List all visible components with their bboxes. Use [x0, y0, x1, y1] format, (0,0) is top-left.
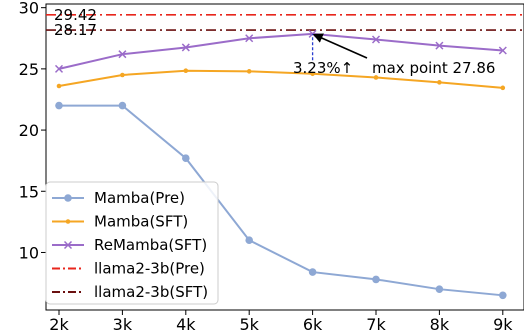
- x-tick-label-1: 3k: [113, 315, 133, 334]
- x-tick-label-3: 5k: [239, 315, 259, 334]
- series-1-point-3: [246, 69, 252, 74]
- x-tick-label-6: 8k: [430, 315, 450, 334]
- series-1-point-1: [120, 72, 125, 78]
- annotations: 3.23%↑ max point 27.86: [293, 33, 495, 77]
- legend-marker-0: [64, 194, 72, 202]
- series-0-point-3: [245, 236, 253, 245]
- max-point-annotation: max point 27.86: [372, 59, 495, 77]
- series-1-point-5: [373, 75, 379, 80]
- series-2-point-2: [181, 43, 190, 52]
- legend-label-4: llama2-3b(SFT): [94, 283, 208, 301]
- reference-line-label-1: 28.17: [54, 21, 97, 39]
- legend-label-2: ReMamba(SFT): [94, 236, 207, 254]
- x-tick-label-4: 6k: [303, 315, 323, 334]
- series-2-point-0: [54, 64, 64, 73]
- series-line-2: [58, 32, 503, 70]
- series-0-point-6: [435, 285, 444, 293]
- series-1-point-0: [56, 83, 62, 89]
- legend: Mamba(Pre) Mamba(SFT) ReMamba(SFT) llama2-3…: [45, 181, 219, 305]
- y-tick-label-1: 15: [19, 182, 39, 201]
- series-2-point-7: [498, 46, 507, 55]
- legend-marker-2: [63, 240, 73, 250]
- series-0-point-5: [372, 275, 380, 284]
- y-axis: 10 15 20 25 30: [19, 0, 46, 262]
- series-2-point-6: [435, 41, 444, 50]
- series-0-point-1: [118, 101, 127, 110]
- series-0-point-7: [499, 291, 507, 300]
- series-lines: [54, 29, 507, 300]
- y-tick-label-3: 25: [19, 60, 39, 79]
- x-tick-label-7: 9k: [493, 315, 513, 334]
- series-2-point-3: [245, 34, 254, 43]
- legend-label-1: Mamba(SFT): [94, 213, 188, 231]
- y-tick-label-4: 30: [19, 0, 39, 18]
- y-tick-label-0: 10: [19, 243, 39, 262]
- series-1-point-6: [437, 80, 442, 85]
- legend-label-0: Mamba(Pre): [94, 189, 185, 207]
- series-0-point-2: [182, 154, 190, 163]
- x-tick-label-2: 4k: [176, 315, 196, 334]
- y-tick-label-2: 20: [19, 121, 39, 140]
- series-line-1: [58, 69, 503, 89]
- legend-box: [45, 181, 219, 305]
- legend-marker-1: [65, 219, 71, 224]
- series-1-point-4: [310, 71, 315, 77]
- x-tick-label-5: 7k: [366, 315, 386, 334]
- series-0-point-0: [55, 101, 63, 110]
- series-2-point-5: [371, 35, 381, 44]
- x-axis: 2k 3k 4k 5k 6k 7k 8k 9k: [49, 310, 513, 334]
- series-line-0: [59, 104, 503, 297]
- x-tick-label-0: 2k: [49, 315, 69, 334]
- series-0-point-4: [308, 268, 317, 276]
- series-2-point-1: [118, 50, 127, 59]
- percent-annotation: 3.23%↑: [293, 59, 353, 77]
- max-point-arrow: [312, 33, 368, 59]
- reference-line-label-0: 29.42: [54, 6, 97, 24]
- series-1-point-7: [500, 85, 506, 91]
- series-1-point-2: [183, 68, 189, 74]
- legend-label-3: llama2-3b(Pre): [94, 260, 205, 278]
